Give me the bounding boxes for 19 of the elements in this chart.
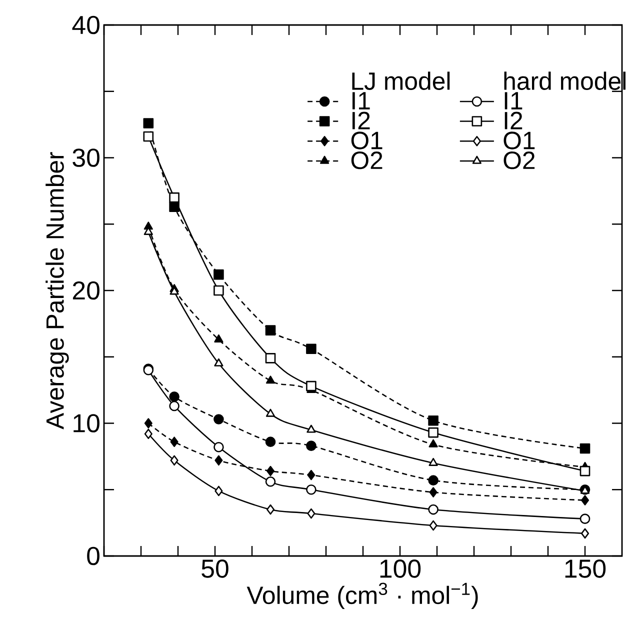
legend-label: O2: [351, 152, 382, 170]
legend-label: O1: [504, 132, 535, 150]
x-tick-label: 150: [565, 560, 606, 578]
x-tick-label: 50: [202, 560, 228, 578]
y-axis-title: Average Particle Number: [46, 152, 69, 430]
legend-label: O1: [351, 132, 382, 150]
legend-label: O2: [504, 152, 535, 170]
x-axis-title: Volume (cm$^{3}$ · mol$^{−1}$): [246, 582, 478, 610]
legend-label: I2: [352, 112, 370, 130]
y-tick-label: 10: [74, 414, 100, 432]
legend-label: I1: [352, 92, 370, 110]
annotation: LJ model: [352, 72, 450, 90]
y-tick-label: 40: [72, 16, 100, 34]
legend-label: I1: [504, 92, 522, 110]
y-tick-label: 30: [72, 148, 100, 167]
x-tick-label: 100: [380, 560, 421, 578]
y-tick-label: 20: [72, 281, 100, 300]
y-tick-label: 0: [87, 546, 100, 566]
legend-label: I2: [504, 112, 522, 130]
